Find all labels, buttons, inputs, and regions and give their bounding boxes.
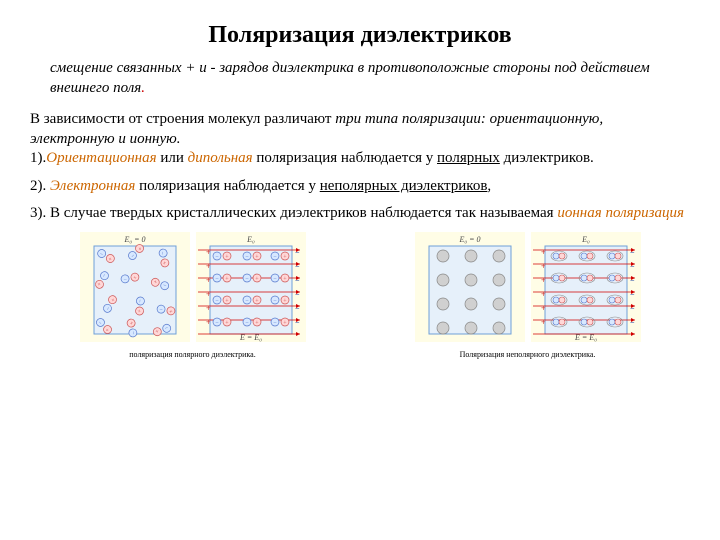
svg-text:−: − bbox=[630, 304, 635, 313]
svg-text:E₀ = 0: E₀ = 0 bbox=[123, 235, 145, 244]
svg-text:−: − bbox=[295, 304, 300, 313]
diagram-polar-no-field: E₀ = 0+−+−+−+−+−+−+−+−+−+−+−+− bbox=[80, 232, 190, 342]
caption-polar: поляризация полярного диэлектрика. bbox=[129, 350, 255, 360]
svg-text:−: − bbox=[630, 290, 635, 299]
p1-c: 1). bbox=[30, 150, 46, 166]
svg-text:−: − bbox=[630, 276, 635, 285]
p1-f: дипольная bbox=[188, 150, 253, 166]
svg-text:+: + bbox=[541, 248, 546, 257]
svg-text:+: + bbox=[206, 248, 211, 257]
paragraph-1: В зависимости от строения молекул различ… bbox=[30, 110, 690, 169]
svg-text:+: + bbox=[541, 304, 546, 313]
subtitle: смещение связанных + и - зарядов диэлект… bbox=[50, 59, 670, 98]
p1-a: В зависимости от строения молекул различ… bbox=[30, 111, 335, 127]
svg-text:−: − bbox=[295, 290, 300, 299]
svg-text:+: + bbox=[206, 262, 211, 271]
svg-text:+: + bbox=[206, 304, 211, 313]
svg-text:−: − bbox=[630, 318, 635, 327]
p1-e: или bbox=[157, 150, 188, 166]
p2-a: 2). bbox=[30, 178, 50, 194]
paragraph-3: 3). В случае твердых кристаллических диэ… bbox=[30, 204, 690, 224]
p3-b: ионная поляризация bbox=[557, 205, 684, 221]
svg-text:+: + bbox=[541, 290, 546, 299]
page-title: Поляризация диэлектриков bbox=[30, 20, 690, 51]
polar-pair: E₀ = 0+−+−+−+−+−+−+−+−+−+−+−+− E₀E = E₀+… bbox=[80, 232, 306, 360]
svg-text:+: + bbox=[206, 276, 211, 285]
p1-i: диэлектриков. bbox=[500, 150, 594, 166]
p1-d: Ориентационная bbox=[46, 150, 156, 166]
p2-b: Электронная bbox=[50, 178, 135, 194]
svg-text:−: − bbox=[295, 276, 300, 285]
svg-text:−: − bbox=[630, 248, 635, 257]
svg-text:+: + bbox=[206, 290, 211, 299]
svg-text:−: − bbox=[630, 262, 635, 271]
p2-d: неполярных диэлектриков bbox=[320, 178, 488, 194]
nonpolar-pair: E₀ = 0 E₀E = E₀+−+−+−+−+−+− Поляризация … bbox=[415, 232, 641, 360]
paragraph-2: 2). Электронная поляризация наблюдается … bbox=[30, 177, 690, 197]
svg-text:E₀ = 0: E₀ = 0 bbox=[458, 235, 480, 244]
svg-text:+: + bbox=[541, 318, 546, 327]
p2-c: поляризация наблюдается у bbox=[135, 178, 319, 194]
diagram-nonpolar-with-field: E₀E = E₀+−+−+−+−+−+− bbox=[531, 232, 641, 342]
svg-text:−: − bbox=[295, 318, 300, 327]
svg-text:E₀: E₀ bbox=[581, 235, 590, 244]
p1-h: полярных bbox=[437, 150, 500, 166]
diagram-polar-with-field: E₀E = E₀+−+−+−+−+−+−+−+−+−+−+−+−+−+−+−+−… bbox=[196, 232, 306, 342]
caption-nonpolar: Поляризация неполярного диэлектрика. bbox=[460, 350, 596, 360]
diagram-nonpolar-no-field: E₀ = 0 bbox=[415, 232, 525, 342]
subtitle-dot: . bbox=[141, 80, 145, 96]
p2-e: , bbox=[487, 178, 491, 194]
svg-text:+: + bbox=[541, 276, 546, 285]
svg-text:−: − bbox=[295, 262, 300, 271]
p3-a: 3). В случае твердых кристаллических диэ… bbox=[30, 205, 557, 221]
svg-text:+: + bbox=[206, 318, 211, 327]
svg-text:E₀: E₀ bbox=[246, 235, 255, 244]
p1-g: поляризация наблюдается у bbox=[253, 150, 437, 166]
diagram-row: E₀ = 0+−+−+−+−+−+−+−+−+−+−+−+− E₀E = E₀+… bbox=[30, 232, 690, 360]
svg-text:−: − bbox=[295, 248, 300, 257]
svg-text:+: + bbox=[541, 262, 546, 271]
subtitle-text: смещение связанных + и - зарядов диэлект… bbox=[50, 60, 650, 96]
